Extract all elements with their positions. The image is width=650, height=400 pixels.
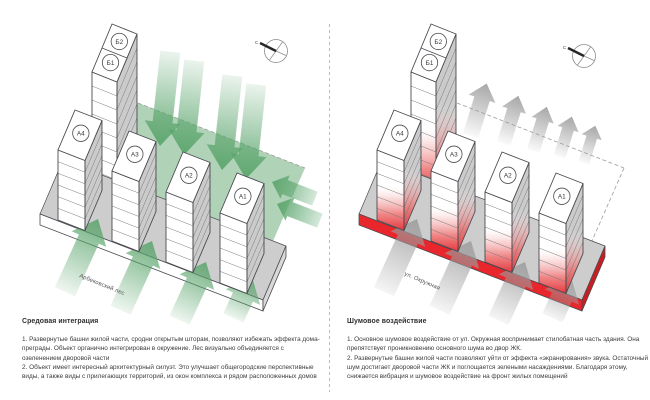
building-label: А1	[558, 194, 566, 201]
building-label-circle	[101, 53, 120, 72]
green-flow-arrow-down	[144, 50, 181, 146]
panel-paragraph: 1. Основное шумовое воздействие от ул. О…	[347, 336, 640, 353]
courtyard-boundary-dashed	[587, 167, 625, 251]
building-label: А1	[239, 194, 247, 201]
tower-row-1: А3	[430, 130, 476, 252]
tower-tall-b: Б1 Б2	[410, 23, 457, 195]
building-label-circle	[420, 53, 439, 72]
green-flow-arrow-up	[54, 219, 107, 297]
building-label: Б2	[115, 39, 123, 46]
panel-paragraph: 2. Развернутые башни жилой части позволя…	[347, 354, 649, 381]
panel-environment: Б1 Б2 А4 А3 А2 А1 Арбековский лес С	[39, 23, 323, 325]
tower-row-3: А1	[219, 172, 265, 294]
panel-title-noise: Шумовое воздействие	[347, 318, 427, 325]
panel-text-environment: Средовая интеграция 1. Развернутые башни…	[22, 318, 324, 382]
green-flow-arrow-down	[230, 83, 267, 179]
building-label-circle	[180, 166, 198, 184]
building-label: А2	[185, 173, 193, 180]
building-label-circle	[553, 187, 571, 205]
panel-paragraph: 2. Объект имеет интересный архитектурный…	[22, 364, 317, 381]
noise-escape-arrow	[527, 106, 554, 153]
compass-icon: С	[563, 44, 596, 68]
panel-title-environment: Средовая интеграция	[22, 318, 99, 325]
green-flow-arrow-side	[277, 197, 323, 228]
tower-row-3: А1	[538, 172, 584, 294]
building-label: А2	[504, 173, 512, 180]
noise-source-arrow	[429, 241, 480, 315]
building-label: А3	[131, 152, 139, 159]
noise-source-arrow	[373, 219, 426, 297]
tower-row-0: А4	[376, 109, 422, 231]
building-label: Б1	[426, 60, 434, 67]
green-flow-arrow-up	[169, 262, 215, 325]
compass-icon: С	[255, 39, 288, 63]
compass-north-label: С	[255, 40, 258, 45]
tower-row-2: А2	[165, 151, 211, 273]
panel-text-noise: Шумовое воздействие 1. Основное шумовое …	[347, 318, 649, 382]
green-flow-arrow-down	[168, 59, 205, 155]
building-label-circle	[499, 166, 517, 184]
building-label-circle	[72, 124, 90, 142]
stylobate-end	[581, 245, 606, 312]
noise-escape-arrow	[497, 95, 526, 146]
panel-noise: Б1 Б2 А4 А3 А2 А1 ул. Окружная С	[358, 23, 625, 325]
forest-label: Арбековский лес	[78, 272, 126, 297]
panel-paragraph: 1. Развернутые башни жилой части, сродни…	[22, 336, 320, 362]
noise-escape-arrow	[462, 83, 496, 139]
green-flow-arrow-down	[206, 74, 243, 170]
green-flow-arrow-side	[272, 175, 318, 206]
street-label: ул. Окружная	[403, 271, 441, 292]
stylobate-end	[262, 245, 287, 312]
green-flow-arrow-up	[110, 241, 161, 315]
tower-row-1: А3	[111, 130, 157, 252]
building-label: А3	[450, 152, 458, 159]
building-label-circle	[445, 145, 463, 163]
building-label: Б1	[107, 60, 115, 67]
building-label-circle	[391, 124, 409, 142]
building-label: Б2	[434, 39, 442, 46]
building-label-circle	[110, 32, 128, 51]
building-label-circle	[429, 32, 447, 51]
noise-escape-arrow	[578, 125, 602, 165]
compass-north-label: С	[563, 45, 566, 50]
building-label-circle	[126, 145, 144, 163]
building-label: А4	[396, 131, 404, 138]
noise-source-arrow	[488, 262, 534, 325]
building-label-circle	[234, 187, 252, 205]
tower-row-0: А4	[57, 109, 103, 231]
noise-escape-arrow	[553, 116, 579, 159]
building-label: А4	[77, 131, 85, 138]
tower-row-2: А2	[484, 151, 530, 273]
